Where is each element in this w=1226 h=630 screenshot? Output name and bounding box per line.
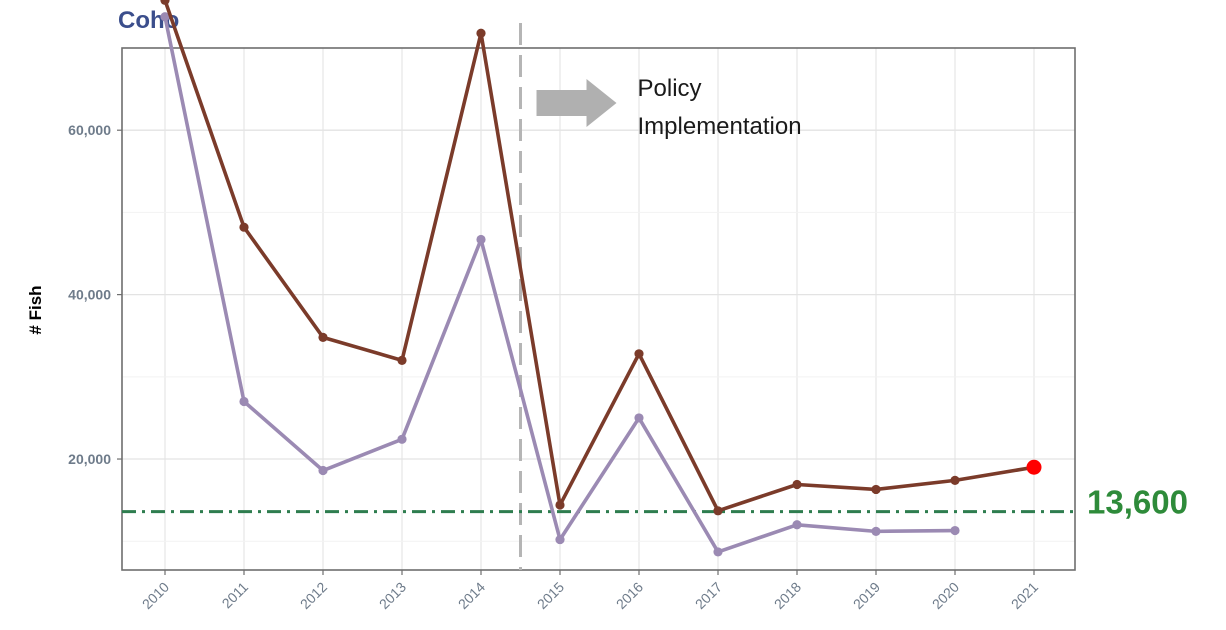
series-2-point xyxy=(397,434,407,444)
series-2-point xyxy=(476,234,486,245)
series-2-point xyxy=(555,534,565,545)
series-2-point xyxy=(713,547,723,557)
x-tick-label: 2012 xyxy=(297,579,330,612)
y-tick-label: 20,000 xyxy=(68,451,111,467)
series-1-point xyxy=(950,475,960,485)
series-2-point xyxy=(239,396,249,407)
series-1-point xyxy=(634,349,644,359)
series-1-point xyxy=(871,484,881,495)
series-2-point xyxy=(160,12,170,22)
reference-line-label: 13,600 xyxy=(1087,484,1188,521)
series-1-point xyxy=(318,332,328,342)
series-1-point xyxy=(160,0,170,5)
series-1-line xyxy=(163,0,1036,513)
policy-arrow-icon xyxy=(536,79,617,127)
x-tick-label: 2019 xyxy=(850,579,883,612)
policy-annotation-line2: Implementation xyxy=(638,113,802,140)
series-1-point xyxy=(713,506,723,516)
x-tick-label: 2018 xyxy=(771,579,804,612)
y-tick-label: 60,000 xyxy=(68,122,111,138)
policy-annotation-line1: Policy xyxy=(638,75,702,102)
series-1-point xyxy=(555,500,565,510)
series-2-point xyxy=(634,413,644,423)
y-axis-label: # Fish xyxy=(26,285,45,334)
series-1-point xyxy=(239,222,249,232)
x-tick-label: 2011 xyxy=(219,579,252,612)
y-tick-label: 40,000 xyxy=(68,287,111,303)
x-tick-label: 2017 xyxy=(692,579,725,612)
highlight-point xyxy=(1026,459,1042,475)
series-2-point xyxy=(792,520,802,530)
series-2-point xyxy=(871,526,881,536)
series-2-point xyxy=(950,525,960,536)
series-1-point xyxy=(397,355,407,365)
x-tick-label: 2014 xyxy=(455,579,488,612)
x-tick-label: 2010 xyxy=(139,579,172,612)
x-tick-label: 2021 xyxy=(1008,579,1041,612)
series-2-point xyxy=(318,465,328,476)
plot-border xyxy=(121,47,1076,571)
x-tick-label: 2013 xyxy=(376,579,409,612)
plot-area: 20,000 40,000 60,000 2010 2011 2012 2013 2014 20… xyxy=(68,0,1188,612)
series-1-point xyxy=(792,479,802,490)
x-tick-label: 2020 xyxy=(929,579,962,612)
series-1-point xyxy=(476,28,486,38)
x-tick-label: 2016 xyxy=(613,579,646,612)
x-tick-label: 2015 xyxy=(534,579,567,612)
